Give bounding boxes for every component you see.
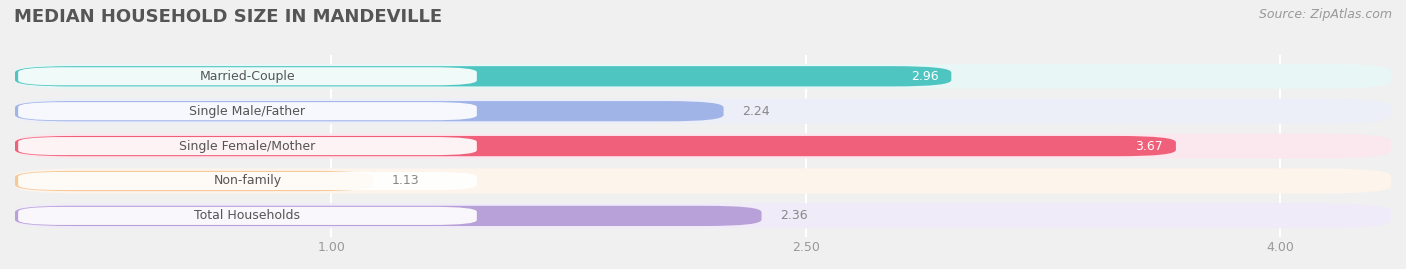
Text: MEDIAN HOUSEHOLD SIZE IN MANDEVILLE: MEDIAN HOUSEHOLD SIZE IN MANDEVILLE xyxy=(14,8,441,26)
Text: Source: ZipAtlas.com: Source: ZipAtlas.com xyxy=(1258,8,1392,21)
FancyBboxPatch shape xyxy=(15,133,1391,159)
FancyBboxPatch shape xyxy=(15,64,1391,89)
FancyBboxPatch shape xyxy=(18,207,477,225)
FancyBboxPatch shape xyxy=(18,172,477,190)
Text: Single Female/Mother: Single Female/Mother xyxy=(180,140,315,153)
FancyBboxPatch shape xyxy=(15,101,724,121)
FancyBboxPatch shape xyxy=(15,206,762,226)
Text: Total Households: Total Households xyxy=(194,209,301,222)
Text: 2.36: 2.36 xyxy=(780,209,808,222)
FancyBboxPatch shape xyxy=(18,137,477,155)
Text: 3.67: 3.67 xyxy=(1136,140,1163,153)
Text: Single Male/Father: Single Male/Father xyxy=(190,105,305,118)
Text: 1.13: 1.13 xyxy=(391,175,419,187)
FancyBboxPatch shape xyxy=(15,136,1175,156)
FancyBboxPatch shape xyxy=(15,171,373,191)
FancyBboxPatch shape xyxy=(15,203,1391,228)
FancyBboxPatch shape xyxy=(15,99,1391,124)
Text: Married-Couple: Married-Couple xyxy=(200,70,295,83)
FancyBboxPatch shape xyxy=(15,66,952,86)
FancyBboxPatch shape xyxy=(18,67,477,85)
FancyBboxPatch shape xyxy=(18,102,477,120)
Text: 2.96: 2.96 xyxy=(911,70,939,83)
Text: 2.24: 2.24 xyxy=(742,105,770,118)
FancyBboxPatch shape xyxy=(15,168,1391,194)
Text: Non-family: Non-family xyxy=(214,175,281,187)
